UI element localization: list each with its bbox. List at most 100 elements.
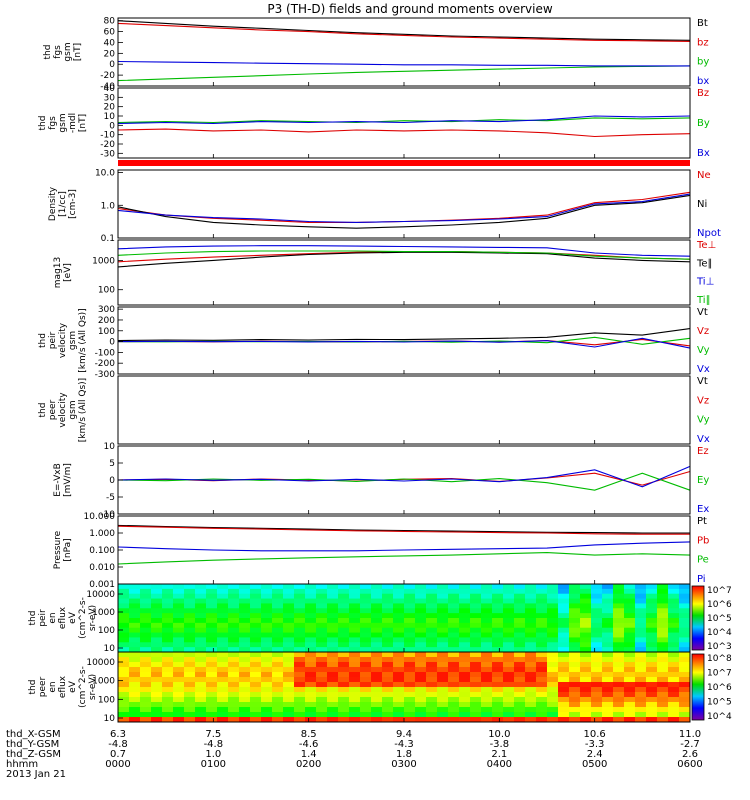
spectrogram-cell: [283, 647, 295, 653]
spectrogram-cell: [547, 588, 559, 595]
spectrogram-cell: [404, 667, 416, 673]
spectrogram-cell: [591, 672, 603, 678]
spectrogram-cell: [415, 584, 427, 590]
spectrogram-cell: [184, 702, 196, 708]
y-axis-label-line: thd: [38, 333, 48, 348]
spectrogram-cell: [316, 588, 328, 595]
spectrogram-cell: [195, 613, 207, 619]
spectrogram-cell: [272, 647, 284, 653]
spectrogram-cell: [635, 613, 647, 619]
spectrogram-cell: [217, 613, 229, 619]
spectrogram-cell: [382, 677, 394, 683]
spectrogram-cell: [481, 662, 493, 668]
legend-label: Bt: [697, 18, 708, 29]
spectrogram-cell: [459, 687, 471, 693]
spectrogram-cell: [305, 584, 317, 590]
spectrogram-cell: [151, 692, 163, 698]
spectrogram-cell: [206, 588, 218, 595]
y-tick-label: -300: [95, 370, 116, 380]
spectrogram-cell: [250, 598, 262, 604]
spectrogram-cell: [415, 657, 427, 663]
spectrogram-cell: [470, 608, 482, 614]
spectrogram-cell: [173, 593, 185, 600]
spectrogram-cell: [217, 618, 229, 624]
spectrogram-cell: [602, 622, 614, 629]
spectrogram-cell: [470, 662, 482, 668]
spectrogram-cell: [316, 667, 328, 673]
spectrogram-cell: [613, 618, 625, 624]
spectrogram-cell: [679, 677, 691, 683]
spectrogram-cell: [151, 682, 163, 688]
spectrogram-cell: [305, 622, 317, 629]
spectrogram-cell: [404, 588, 416, 595]
spectrogram-cell: [514, 584, 526, 590]
spectrogram-cell: [558, 707, 570, 713]
spectrogram-cell: [624, 677, 636, 683]
spectrogram-cell: [613, 627, 625, 634]
spectrogram-cell: [426, 608, 438, 614]
spectrogram-cell: [272, 632, 284, 638]
spectrogram-cell: [294, 603, 306, 609]
spectrogram-cell: [294, 588, 306, 595]
spectrogram-cell: [459, 622, 471, 629]
spectrogram-cell: [393, 662, 405, 668]
spectrogram-cell: [206, 613, 218, 619]
x-row-value: 1.0: [205, 749, 221, 760]
spectrogram-cell: [195, 584, 207, 590]
y-tick-label: 0.010: [89, 563, 115, 573]
spectrogram-cell: [305, 677, 317, 683]
spectrogram-cell: [437, 692, 449, 698]
spectrogram-cell: [602, 598, 614, 604]
spectrogram-cell: [448, 613, 460, 619]
spectrogram-cell: [514, 622, 526, 629]
spectrogram-cell: [437, 712, 449, 718]
spectrogram-cell: [382, 613, 394, 619]
legend-label: Ey: [697, 475, 709, 486]
spectrogram-cell: [613, 657, 625, 663]
spectrogram-cell: [173, 697, 185, 703]
spectrogram-cell: [437, 677, 449, 683]
spectrogram-cell: [118, 647, 130, 653]
spectrogram-cell: [470, 667, 482, 673]
spectrogram-cell: [184, 662, 196, 668]
spectrogram-cell: [338, 702, 350, 708]
spectrogram-cell: [514, 637, 526, 643]
spectrogram-cell: [459, 642, 471, 648]
spectrogram-cell: [393, 687, 405, 693]
spectrogram-cell: [338, 662, 350, 668]
spectrogram-cell: [349, 667, 361, 673]
spectrogram-cell: [668, 622, 680, 629]
spectrogram-cell: [184, 692, 196, 698]
spectrogram-cell: [272, 618, 284, 624]
spectrogram-cell: [492, 637, 504, 643]
spectrogram-cell: [624, 632, 636, 638]
spectrogram-cell: [602, 677, 614, 683]
spectrogram-cell: [206, 627, 218, 634]
legend-label: Ex: [697, 504, 709, 515]
spectrogram-cell: [272, 584, 284, 590]
spectrogram-cell: [503, 632, 515, 638]
spectrogram-cell: [184, 652, 196, 658]
spectrogram-cell: [525, 672, 537, 678]
spectrogram-cell: [162, 608, 174, 614]
spectrogram-cell: [206, 647, 218, 653]
spectrogram-cell: [525, 667, 537, 673]
spectrogram-cell: [140, 622, 152, 629]
spectrogram-cell: [162, 692, 174, 698]
spectrogram-cell: [239, 584, 251, 590]
spectrogram-cell: [536, 608, 548, 614]
spectrogram-cell: [415, 632, 427, 638]
spectrogram-cell: [547, 687, 559, 693]
spectrogram-cell: [415, 682, 427, 688]
spectrogram-cell: [668, 613, 680, 619]
spectrogram-cell: [316, 627, 328, 634]
spectrogram-cell: [437, 593, 449, 600]
y-tick-label: 100: [98, 327, 115, 337]
spectrogram-cell: [657, 647, 669, 653]
spectrogram-cell: [305, 598, 317, 604]
spectrogram-cell: [569, 584, 581, 590]
spectrogram-cell: [580, 642, 592, 648]
spectrogram-cell: [283, 584, 295, 590]
panel-8: PtPbPePi10.0001.0000.1000.0100.001Pressu…: [53, 512, 709, 590]
